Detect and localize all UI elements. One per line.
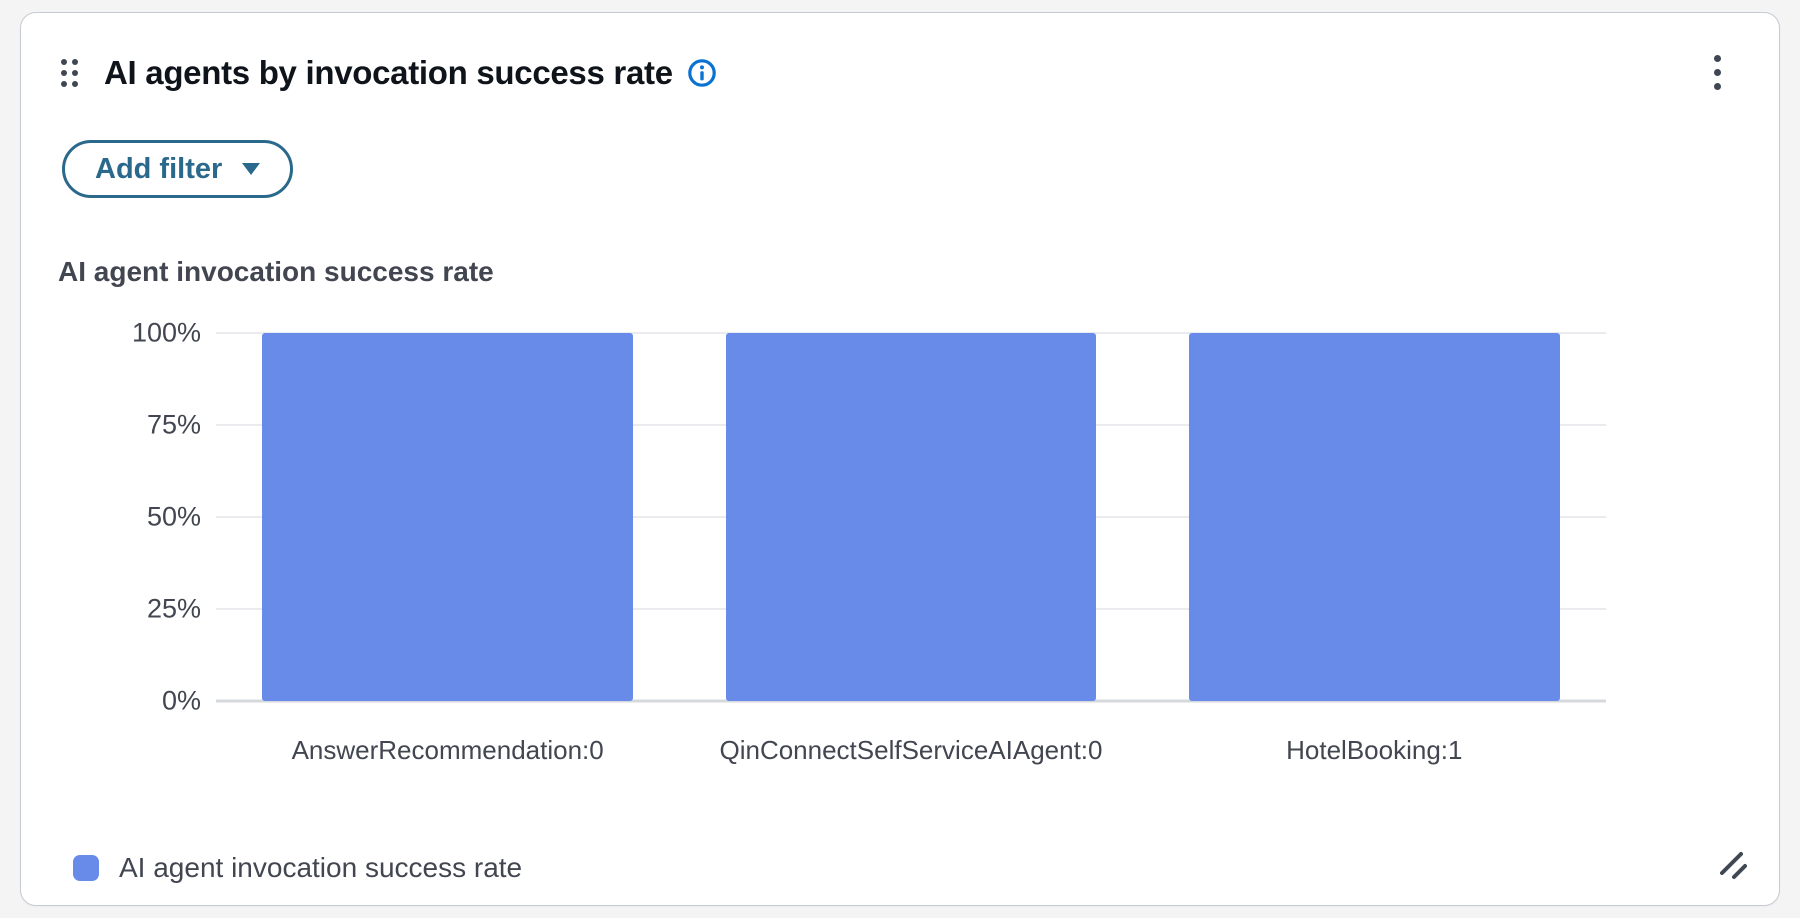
widget-card: AI agents by invocation success rate Add… — [20, 12, 1780, 906]
legend-item[interactable]: AI agent invocation success rate — [73, 852, 522, 884]
bar-slot — [1143, 333, 1606, 701]
bar-0[interactable] — [262, 333, 633, 701]
widget-title: AI agents by invocation success rate — [104, 53, 673, 91]
y-axis-tick-label: 75% — [146, 409, 201, 440]
plot-area — [216, 332, 1606, 703]
y-axis: 100% 75% 50% 25% 0% — [58, 318, 216, 716]
gridline — [216, 699, 1606, 703]
add-filter-button[interactable]: Add filter — [62, 140, 294, 198]
legend-swatch — [73, 855, 99, 881]
chart-title: AI agent invocation success rate — [58, 256, 494, 287]
x-axis-label: AnswerRecommendation:0 — [291, 735, 604, 765]
bars — [216, 333, 1606, 701]
y-axis-tick-label: 0% — [161, 685, 201, 716]
y-axis-tick-label: 25% — [146, 593, 201, 624]
legend-label: AI agent invocation success rate — [119, 852, 523, 883]
widget-header: AI agents by invocation success rate — [21, 13, 1779, 96]
bar-slot — [216, 333, 679, 701]
bar-slot — [679, 333, 1142, 701]
add-filter-label: Add filter — [95, 152, 223, 185]
x-axis-label: QinConnectSelfServiceAIAgent:0 — [719, 735, 1103, 765]
bar-2[interactable] — [1188, 333, 1560, 701]
drag-handle-icon[interactable] — [61, 58, 78, 87]
kebab-menu-icon[interactable] — [1706, 49, 1729, 96]
y-axis-tick-label: 50% — [146, 501, 201, 532]
bar-chart: 100% 75% 50% 25% 0% AnswerRecommendation:0 Qi… — [58, 318, 1606, 766]
bar-1[interactable] — [725, 333, 1097, 701]
x-axis-labels: AnswerRecommendation:0 QinConnectSelfServ… — [216, 735, 1606, 766]
y-axis-tick-label: 100% — [131, 317, 201, 348]
info-icon[interactable] — [687, 58, 717, 88]
caret-down-icon — [242, 163, 261, 175]
resize-handle-icon[interactable] — [1717, 849, 1751, 883]
x-axis-label: HotelBooking:1 — [1286, 735, 1463, 765]
